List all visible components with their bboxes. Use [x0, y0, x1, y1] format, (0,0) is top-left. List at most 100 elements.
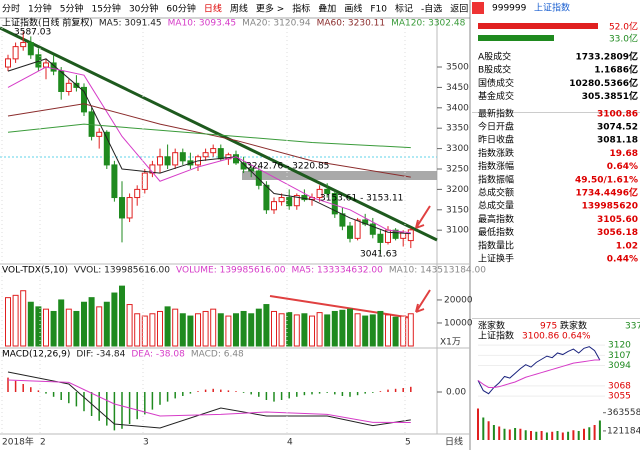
toolbar-tab[interactable]: 日线	[204, 3, 222, 15]
y-tick-label: 3450	[446, 83, 469, 93]
row-label: 昨日收盘	[478, 134, 514, 146]
y-tick-label: 20000	[444, 295, 473, 305]
y-tick-label: 3120	[608, 341, 631, 351]
legend-item: DEA: -38.08	[131, 350, 185, 360]
legend-item: MA10: 143513184.00	[389, 266, 486, 276]
candle-body	[157, 156, 163, 166]
volume-bar	[119, 285, 125, 347]
x-tick-label: 2018年	[2, 436, 34, 448]
toolbar-tab[interactable]: 分时	[2, 3, 20, 15]
volume-bar	[27, 301, 34, 347]
toolbar-tab[interactable]: 15分钟	[91, 3, 120, 15]
candle-body	[369, 223, 376, 235]
row-label: 最高指数	[478, 213, 514, 225]
row-label: 今日开盘	[478, 121, 514, 133]
volume-bar	[103, 301, 110, 347]
row-value: 1734.4496亿	[575, 187, 638, 199]
toolbar-tab[interactable]: 指标	[292, 3, 310, 15]
row-label: A股成交	[478, 51, 511, 63]
mini-last: 3100.86	[522, 332, 559, 342]
y-tick-label: 3150	[446, 205, 469, 215]
y-tick-label: 3100	[446, 226, 469, 236]
ratio-label: 52.0亿	[609, 21, 638, 33]
ma-line	[7, 58, 411, 235]
volume-bar	[316, 312, 323, 347]
candle-body	[339, 213, 346, 227]
volume-bar	[81, 301, 87, 347]
volume-bar	[134, 313, 141, 347]
toolbar-tab[interactable]: 更多 >	[256, 3, 284, 15]
row-value: 3105.60	[597, 215, 638, 225]
toolbar-tab[interactable]: F10	[370, 5, 387, 15]
toolbar-tab[interactable]: 周线	[230, 3, 248, 15]
row-value: 305.3851亿	[582, 90, 638, 102]
volume-bar	[58, 299, 65, 347]
legend-item: DIF: -34.84	[76, 350, 125, 360]
breadth: 涨家数	[478, 320, 505, 332]
row-label: 上证换手	[478, 253, 514, 265]
volume-bar	[240, 310, 247, 347]
candle-body	[263, 184, 270, 211]
volume-bar	[400, 315, 407, 347]
y-tick-label: 0.00	[446, 388, 466, 398]
unit-label: X1万	[440, 338, 461, 348]
volume-bar	[149, 313, 156, 347]
toolbar-tab[interactable]: -自选	[421, 3, 442, 15]
toolbar-tab[interactable]: 60分钟	[166, 3, 195, 15]
row-label: 指数振幅	[478, 173, 514, 185]
candle-body	[96, 131, 103, 137]
toolbar-tab[interactable]: 1分钟	[28, 3, 52, 15]
legend-item: VOL-TDX(5,10)	[2, 266, 68, 276]
volume-bar	[195, 313, 201, 347]
toolbar-tab[interactable]: 叠加	[318, 4, 336, 15]
legend-item: 上证指数(日线 前复权)	[2, 17, 93, 29]
toolbar-tab[interactable]: 返回	[450, 3, 468, 15]
annotation: 3153.61 - 3153.11	[320, 194, 403, 204]
index-name: 上证指数	[534, 2, 570, 14]
ratio-label: 33.0亿	[609, 33, 638, 45]
candle-body	[377, 233, 384, 243]
toolbar-tab[interactable]: 5分钟	[60, 3, 84, 15]
ratio-bar	[478, 35, 554, 41]
legend-item: MA120: 3302.48	[391, 19, 465, 29]
y-tick-label: 363558	[607, 408, 640, 418]
volume-bar	[210, 308, 217, 347]
row-label: 总成交额	[478, 187, 514, 199]
volume-bar	[293, 314, 300, 347]
volume-bar	[369, 314, 376, 347]
y-tick-label: 3250	[446, 164, 469, 174]
mini-line	[477, 346, 601, 395]
candle-body	[347, 225, 353, 239]
volume-bar	[157, 310, 163, 347]
candle-body	[293, 195, 300, 207]
volume-bar	[263, 304, 270, 347]
mini-pct: 0.64%	[562, 332, 591, 342]
row-value: 3074.52	[597, 123, 638, 133]
volume-bar	[271, 310, 277, 347]
volume-bar	[164, 306, 171, 347]
legend-item: MACD: 6.48	[191, 350, 244, 360]
volume-bar	[141, 315, 148, 347]
toolbar-tab[interactable]: 30分钟	[129, 3, 158, 15]
ratio-bar	[478, 23, 598, 29]
volume-bar	[324, 314, 331, 347]
x-tick-label: 日线	[445, 436, 463, 448]
toolbar-tab[interactable]: 标记	[395, 3, 413, 15]
volume-bar	[187, 315, 194, 347]
candle-body	[134, 188, 141, 199]
candle-body	[43, 62, 49, 68]
volume-bar	[217, 313, 224, 347]
toolbar-tab[interactable]: 画线	[344, 3, 362, 15]
candle-body	[141, 172, 148, 190]
y-tick-label: 3107	[608, 351, 631, 361]
y-tick-label: 3094	[608, 361, 631, 371]
candle-body	[271, 201, 277, 211]
candle-body	[354, 219, 361, 239]
row-label: 最新指数	[478, 107, 514, 119]
x-tick-label: 2	[40, 438, 46, 448]
ma-line	[7, 123, 411, 149]
y-tick-label: 121184	[607, 426, 640, 436]
row-value: 0.64%	[607, 162, 638, 172]
volume-bar	[339, 309, 346, 347]
